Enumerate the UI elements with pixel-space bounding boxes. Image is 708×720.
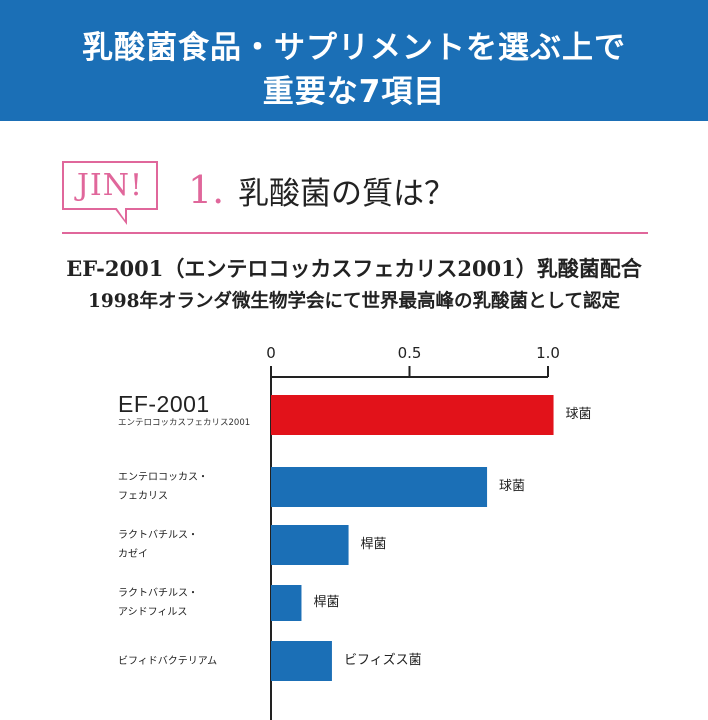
row-label-2-line-1: カゼイ <box>118 549 148 560</box>
bar-label-0: 球菌 <box>565 407 592 422</box>
row-label-1-line-1: フェカリス <box>118 491 168 502</box>
row-label-4-line-0: ビフィドバクテリアム <box>118 655 218 667</box>
bar-0 <box>271 395 554 435</box>
bar-label-4: ビフィズス菌 <box>343 653 422 668</box>
section-divider <box>62 232 648 234</box>
section-number: 1. <box>188 168 225 212</box>
x-tick-label-2: 1.0 <box>536 344 560 362</box>
bar-label-1: 球菌 <box>499 479 526 494</box>
bar-label-3: 桿菌 <box>313 595 340 610</box>
header-banner: 乳酸菌食品・サプリメントを選ぶ上で 重要な7項目 <box>0 0 708 121</box>
bar-2 <box>271 525 349 565</box>
row-label-1-line-0: エンテロコッカス・ <box>118 472 208 483</box>
x-tick-label-0: 0 <box>266 344 276 362</box>
bar-label-2: 桿菌 <box>360 537 387 552</box>
header-title-line-2: 重要な7項目 <box>262 74 446 110</box>
bar-4 <box>271 641 332 681</box>
row-sublabel-0: エンテロコッカスフェカリス2001 <box>118 418 251 428</box>
row-label-3-line-0: ラクトバチルス・ <box>118 588 198 599</box>
badge-tail-inner <box>116 207 125 220</box>
bar-chart-svg <box>270 366 554 720</box>
bar-3 <box>271 585 302 621</box>
header-title-line-1: 乳酸菌食品・サプリメントを選ぶ上で <box>82 30 626 66</box>
x-tick-label-1: 0.5 <box>397 344 422 362</box>
bar-chart: 0 0.5 1.0 球菌 EF-2001 エンテロコッカスフェカリス2001 球菌 エンテロコ… <box>0 330 708 720</box>
subtitle-ef2001: EF-2001（エンテロコッカスフェカリス2001）乳酸菌配合 <box>66 256 642 281</box>
row-label-2-line-0: ラクトバチルス・ <box>118 530 198 541</box>
jin-badge: JIN! <box>62 161 158 210</box>
section-title: 乳酸菌の質は？ <box>238 176 455 212</box>
bar-1 <box>271 467 488 507</box>
subtitle-award: 1998年オランダ微生物学会にて世界最高峰の乳酸菌として認定 <box>88 291 620 312</box>
row-label-0: EF-2001 <box>118 391 210 417</box>
row-label-3-line-1: アシドフィルス <box>118 607 188 618</box>
